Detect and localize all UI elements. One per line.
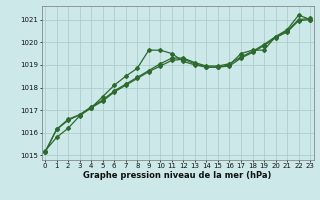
X-axis label: Graphe pression niveau de la mer (hPa): Graphe pression niveau de la mer (hPa) — [84, 171, 272, 180]
